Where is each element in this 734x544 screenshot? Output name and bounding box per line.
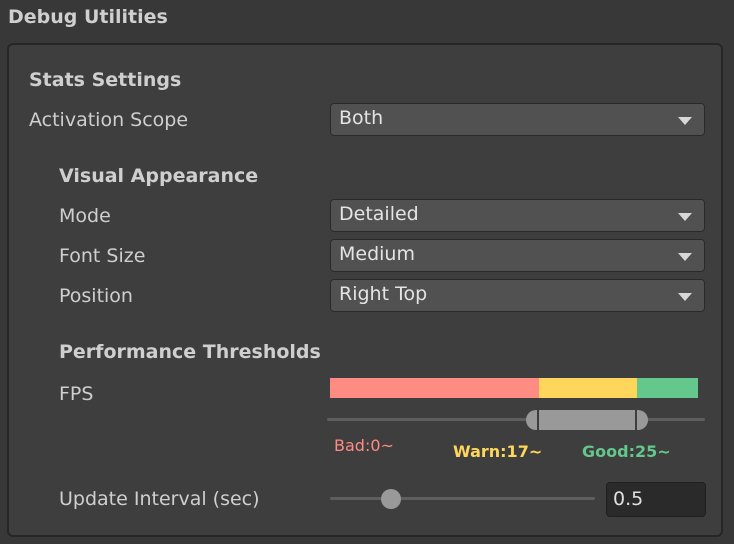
update-interval-input[interactable]: 0.5 — [606, 482, 706, 517]
activation-scope-dropdown[interactable]: Both — [330, 103, 705, 136]
range-handle-right[interactable] — [634, 410, 637, 430]
chevron-down-icon — [678, 117, 692, 125]
good-segment — [636, 378, 698, 398]
update-interval-track[interactable] — [330, 497, 595, 500]
font-size-dropdown[interactable]: Medium — [330, 239, 705, 272]
bad-label: Bad:0~ — [334, 436, 394, 455]
update-interval-label: Update Interval (sec) — [59, 488, 260, 510]
activation-scope-label: Activation Scope — [29, 109, 189, 131]
chevron-down-icon — [678, 293, 692, 301]
mode-dropdown[interactable]: Detailed — [330, 199, 705, 232]
fps-range-track[interactable] — [327, 418, 705, 421]
font-size-value: Medium — [339, 243, 415, 265]
update-interval-thumb[interactable] — [380, 489, 401, 509]
position-dropdown[interactable]: Right Top — [330, 279, 705, 312]
fps-label: FPS — [59, 383, 94, 405]
fps-threshold-bar — [330, 378, 698, 398]
chevron-down-icon — [678, 213, 692, 221]
chevron-down-icon — [678, 253, 692, 261]
mode-label: Mode — [59, 205, 111, 227]
position-value: Right Top — [339, 283, 428, 305]
performance-thresholds-heading: Performance Thresholds — [59, 341, 321, 363]
warn-label: Warn:17~ — [453, 442, 543, 461]
range-handle-left[interactable] — [536, 410, 539, 430]
position-label: Position — [59, 285, 133, 307]
fps-range-thumb[interactable] — [525, 410, 648, 430]
bad-segment — [330, 378, 539, 398]
good-label: Good:25~ — [582, 442, 671, 461]
activation-scope-value: Both — [339, 107, 384, 129]
warn-segment — [538, 378, 637, 398]
mode-value: Detailed — [339, 203, 419, 225]
window-title: Debug Utilities — [8, 6, 168, 28]
font-size-label: Font Size — [59, 245, 146, 267]
stats-settings-heading: Stats Settings — [29, 69, 182, 91]
visual-appearance-heading: Visual Appearance — [59, 165, 259, 187]
